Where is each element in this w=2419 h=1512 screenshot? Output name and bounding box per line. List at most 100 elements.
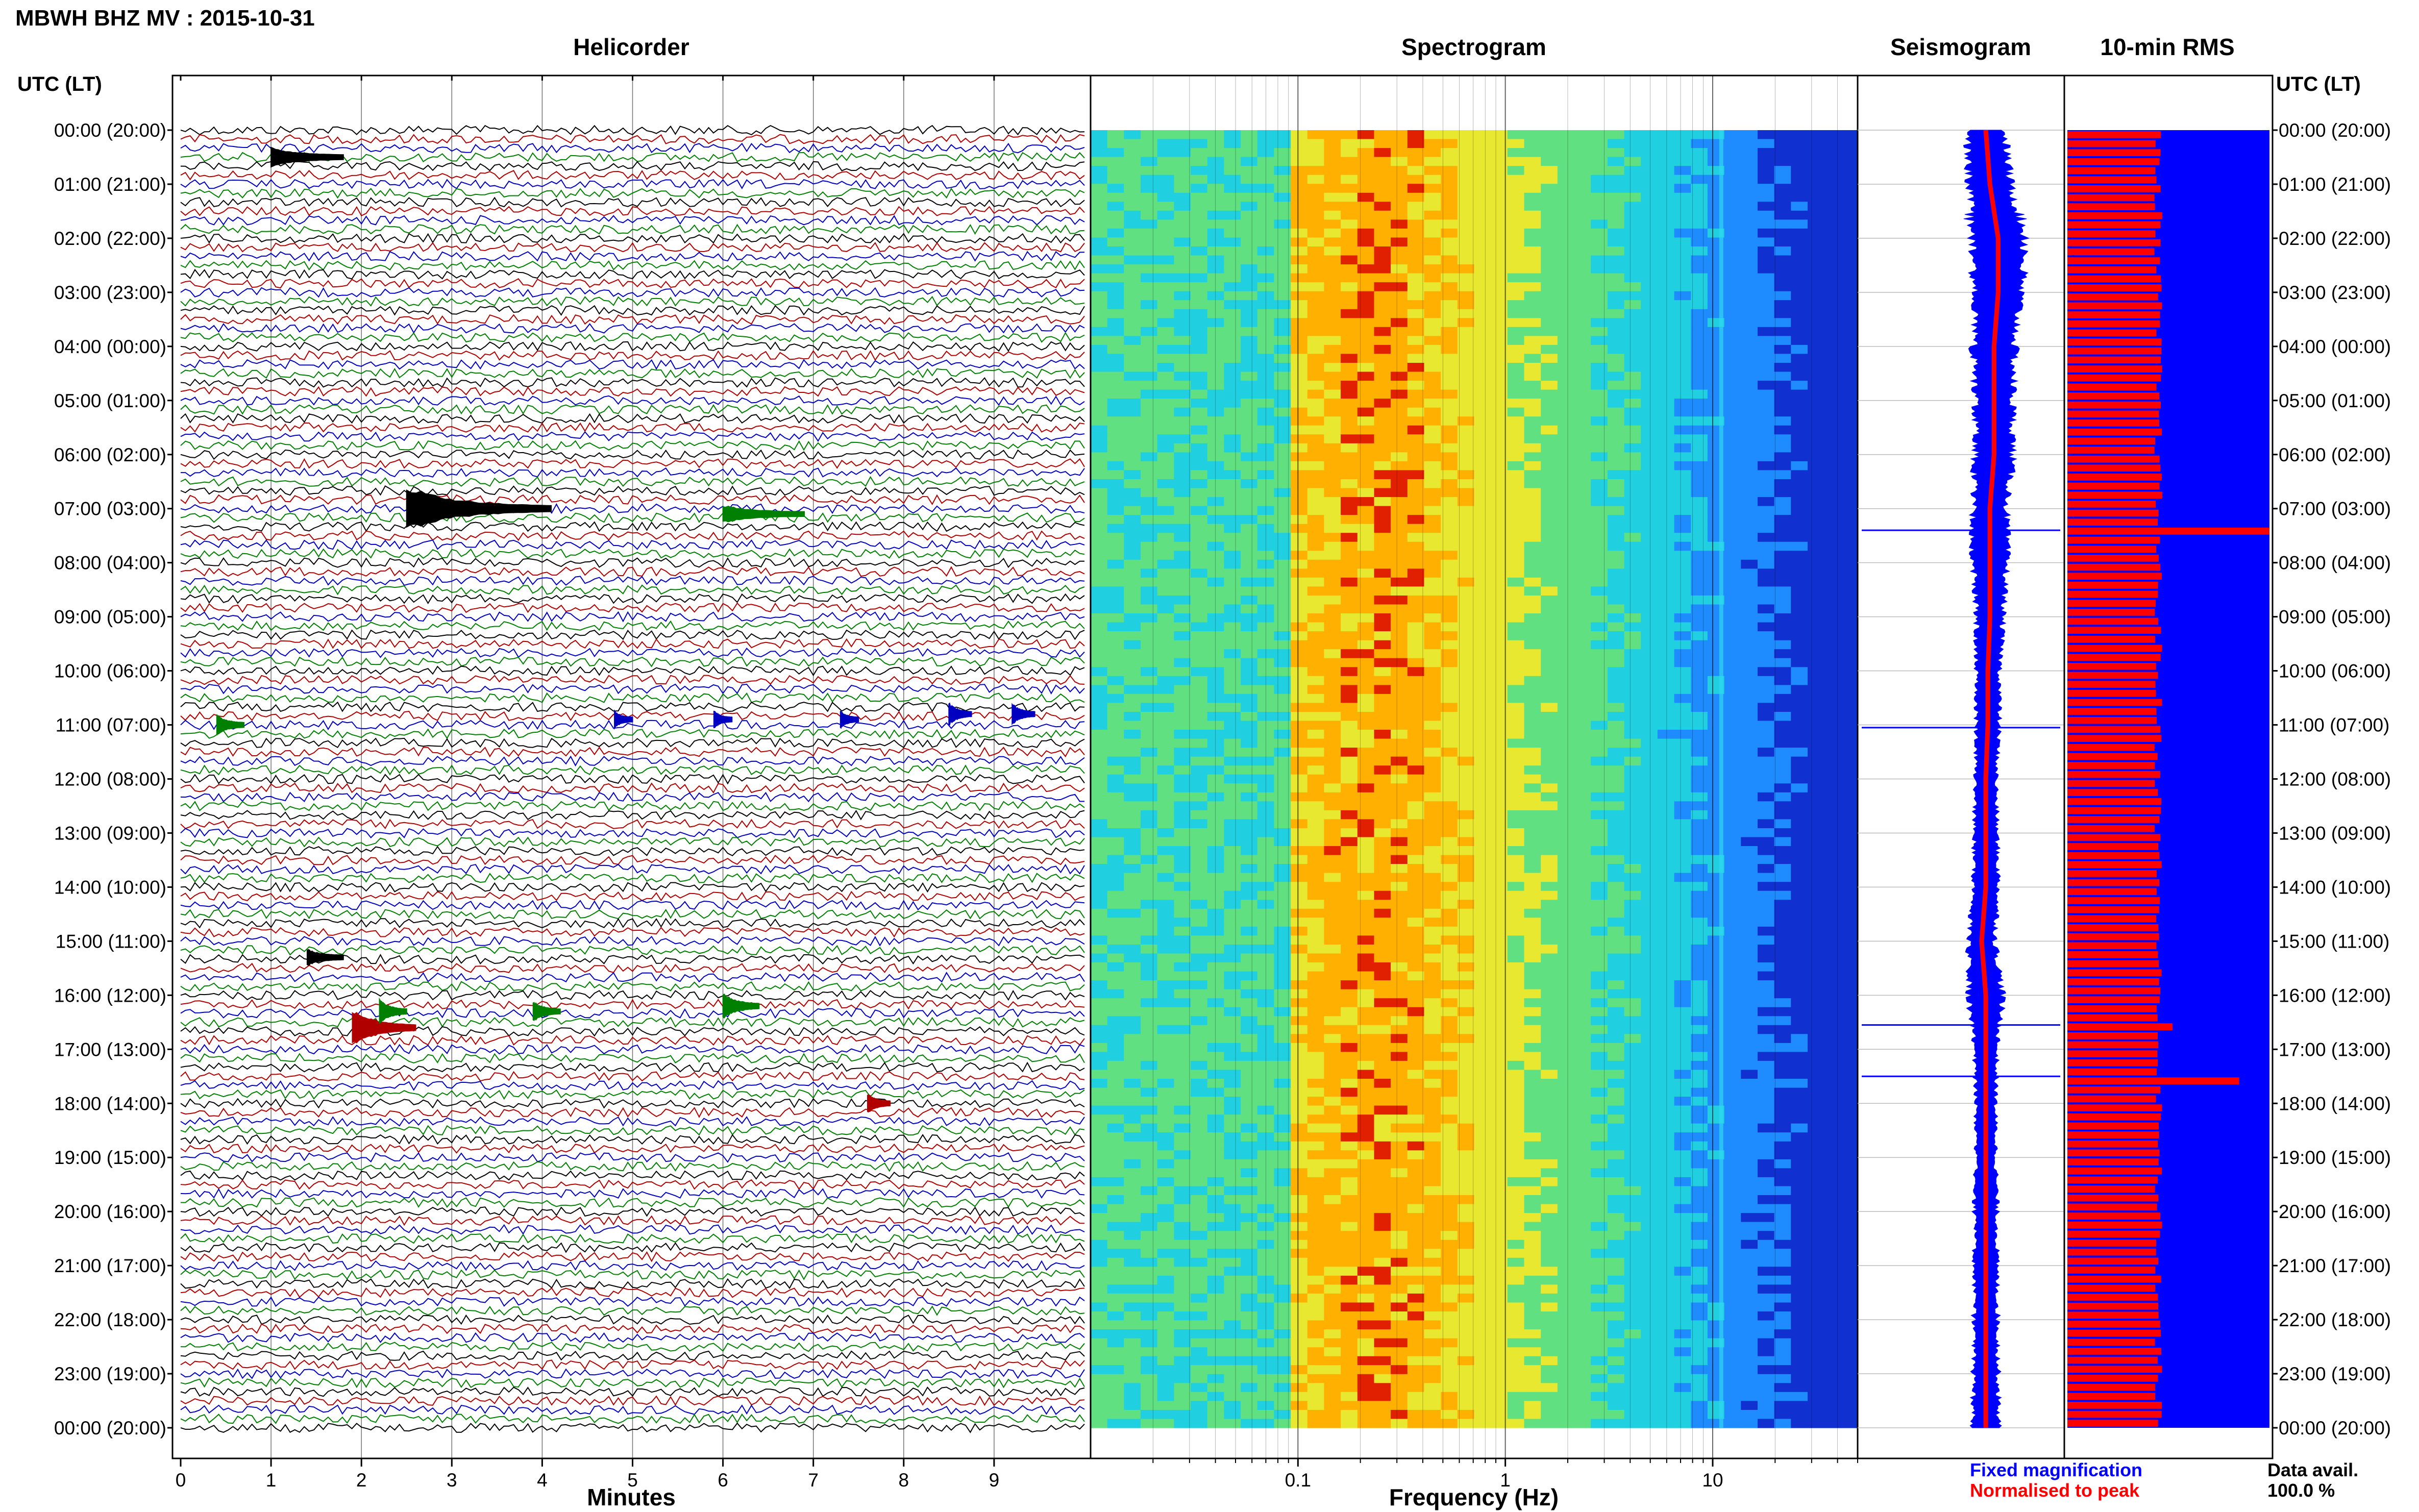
- spectrogram-cell: [1391, 908, 1408, 918]
- spectrogram-cell: [1241, 497, 1258, 507]
- spectrogram-cell: [1207, 381, 1224, 390]
- spectrogram-cell: [1241, 533, 1258, 542]
- spectrogram-cell: [1741, 730, 1758, 739]
- spectrogram-cell: [1257, 828, 1274, 838]
- spectrogram-cell: [1808, 864, 1825, 874]
- spectrogram-cell: [1391, 506, 1408, 515]
- spectrogram-cell: [1141, 649, 1158, 659]
- spectrogram-cell: [1224, 354, 1241, 363]
- spectrogram-cell: [1357, 819, 1375, 829]
- spectrogram-cell: [1641, 399, 1658, 408]
- spectrogram-cell: [1591, 184, 1608, 193]
- spectrogram-cell: [1624, 998, 1641, 1008]
- spectrogram-cell: [1674, 783, 1691, 793]
- spectrogram-cell: [1674, 908, 1691, 918]
- spectrogram-cell: [1507, 336, 1525, 345]
- spectrogram-cell: [1507, 506, 1525, 515]
- spectrogram-cell: [1257, 470, 1274, 480]
- spectrogram-cell: [1341, 461, 1358, 470]
- spectrogram-cell: [1324, 344, 1341, 354]
- spectrogram-cell: [1257, 130, 1274, 140]
- spectrogram-cell: [1641, 1007, 1658, 1017]
- spectrogram-cell: [1341, 971, 1358, 981]
- helicorder-trace: [180, 683, 1085, 695]
- spectrogram-cell: [1241, 371, 1258, 381]
- spectrogram-cell: [1691, 210, 1708, 220]
- spectrogram-cell: [1691, 1025, 1708, 1034]
- spectrogram-cell: [1141, 497, 1158, 507]
- spectrogram-cell: [1791, 157, 1808, 166]
- spectrogram-cell: [1441, 971, 1458, 981]
- spectrogram-cell: [1641, 890, 1658, 900]
- spectrogram-cell: [1758, 1007, 1775, 1017]
- spectrogram-cell: [1491, 1016, 1508, 1026]
- spectrogram-cell: [1541, 926, 1558, 936]
- spectrogram-cell: [1241, 488, 1258, 498]
- spectrogram-cell: [1441, 210, 1458, 220]
- spectrogram-cell: [1157, 192, 1174, 202]
- spectrogram-cell: [1324, 908, 1341, 918]
- spectrogram-cell: [1791, 989, 1808, 999]
- spectrogram-cell: [1491, 443, 1508, 453]
- spectrogram-cell: [1507, 148, 1525, 158]
- spectrogram-cell: [1524, 890, 1541, 900]
- spectrogram-cell: [1557, 309, 1575, 318]
- spectrogram-cell: [1374, 712, 1391, 722]
- spectrogram-cell: [1407, 228, 1425, 238]
- helicorder-event: [713, 710, 733, 729]
- spectrogram-cell: [1557, 792, 1575, 802]
- spectrogram-cell: [1724, 300, 1741, 310]
- spectrogram-cell: [1307, 336, 1325, 345]
- spectrogram-cell: [1307, 506, 1325, 515]
- spectrogram-cell: [1624, 273, 1641, 283]
- spectrogram-cell: [1591, 900, 1608, 909]
- spectrogram-cell: [1557, 748, 1575, 757]
- spectrogram-cell: [1224, 497, 1241, 507]
- spectrogram-cell: [1341, 738, 1358, 748]
- spectrogram-cell: [1591, 980, 1608, 990]
- spectrogram-cell: [1124, 649, 1141, 659]
- spectrogram-cell: [1758, 596, 1775, 605]
- spectrogram-cell: [1491, 945, 1508, 954]
- spectrogram-cell: [1241, 282, 1258, 292]
- spectrogram-cell: [1407, 488, 1425, 498]
- spectrogram-cell: [1107, 354, 1124, 363]
- spectrogram-cell: [1808, 255, 1825, 265]
- spectrogram-cell: [1207, 926, 1224, 936]
- spectrogram-cell: [1307, 855, 1325, 864]
- spectrogram-cell: [1407, 157, 1425, 166]
- spectrogram-cell: [1758, 792, 1775, 802]
- spectrogram-cell: [1174, 363, 1191, 373]
- spectrogram-cell: [1241, 139, 1258, 148]
- spectrogram-cell: [1107, 559, 1124, 569]
- spectrogram-cell: [1791, 443, 1808, 453]
- spectrogram-cell: [1624, 676, 1641, 685]
- spectrogram-cell: [1657, 202, 1675, 211]
- spectrogram-cell: [1324, 890, 1341, 900]
- spectrogram-cell: [1808, 882, 1825, 891]
- spectrogram-cell: [1307, 434, 1325, 444]
- spectrogram-cell: [1341, 640, 1358, 650]
- spectrogram-cell: [1491, 918, 1508, 927]
- spectrogram-cell: [1474, 425, 1491, 435]
- spectrogram-cell: [1824, 443, 1841, 453]
- spectrogram-cell: [1157, 479, 1174, 489]
- spectrogram-cell: [1224, 703, 1241, 712]
- spectrogram-cell: [1324, 980, 1341, 990]
- spectrogram-cell: [1441, 443, 1458, 453]
- spectrogram-cell: [1274, 971, 1291, 981]
- spectrogram-cell: [1774, 210, 1791, 220]
- spectrogram-cell: [1674, 658, 1691, 667]
- spectrogram-cell: [1507, 559, 1525, 569]
- spectrogram-cell: [1391, 264, 1408, 274]
- spectrogram-cell: [1758, 882, 1775, 891]
- spectrogram-cell: [1157, 434, 1174, 444]
- spectrogram-cell: [1091, 264, 1108, 274]
- spectrogram-cell: [1774, 381, 1791, 390]
- spectrogram-cell: [1191, 1043, 1208, 1052]
- spectrogram-cell: [1824, 846, 1841, 856]
- spectrogram-cell: [1657, 926, 1675, 936]
- spectrogram-cell: [1091, 712, 1108, 722]
- spectrogram-cell: [1291, 810, 1308, 820]
- spectrogram-cell: [1307, 873, 1325, 882]
